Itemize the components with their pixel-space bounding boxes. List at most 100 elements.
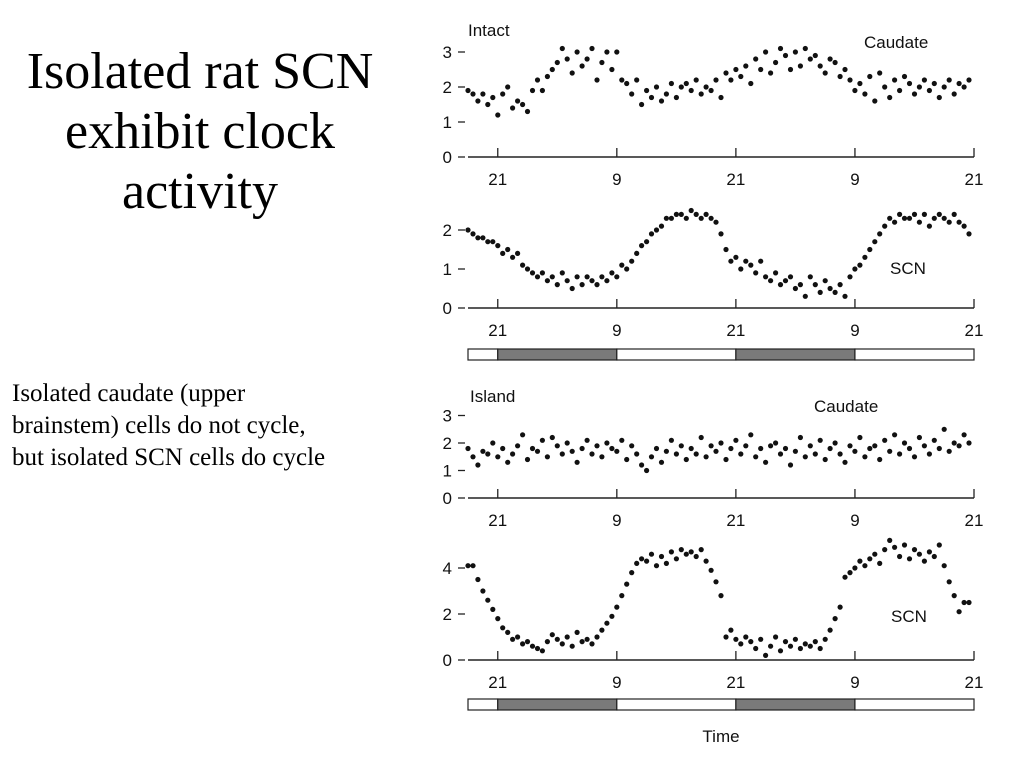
panel-2-x-tick-label: 9 [850, 321, 859, 340]
panel-3-data-point [812, 451, 818, 457]
panel-3-x-tick-label: 21 [965, 511, 984, 530]
panel-2-data-point [733, 254, 739, 260]
panel-2-data-point [693, 211, 699, 217]
panel-1-data-point [698, 91, 704, 97]
panel-3-data-point [708, 443, 714, 449]
panel-4-data-point [777, 648, 784, 654]
panel-3-data-point [748, 432, 754, 438]
panel-4-data-point [708, 567, 714, 573]
panel-2-data-point [629, 258, 635, 264]
panel-3-data-point [544, 454, 550, 460]
panel-2-data-point [941, 215, 947, 221]
panel-1-data-point [877, 70, 883, 76]
panel-1-data-point [797, 63, 803, 69]
panel-2-data-point [812, 282, 818, 288]
panel-1-data-point [718, 94, 724, 101]
panel-4-data-point [693, 553, 699, 560]
panel-3-data-point [936, 445, 942, 452]
panel-3-data-point [792, 448, 798, 454]
panel-3-data-point [882, 437, 888, 443]
panel-2-data-point [619, 262, 625, 268]
panel-2-data-point [524, 266, 531, 272]
panel-1-x-tick-label: 21 [488, 170, 507, 189]
panel-1-data-point [758, 66, 764, 73]
panel-4-data-point [614, 604, 620, 610]
panel-3-data-point [921, 443, 928, 449]
panel-1-data-point [599, 59, 605, 66]
panel-3-data-point [877, 456, 883, 463]
panel-1-data-point [951, 91, 957, 97]
panel-4-data-point [906, 556, 913, 562]
panel-2-data-point [579, 282, 585, 288]
panel-1-data-point [589, 45, 595, 52]
panel-1-data-point [539, 87, 545, 94]
panel-1-data-point [708, 87, 714, 94]
panel-3-data-point [520, 432, 526, 438]
panel-4-data-point [911, 547, 918, 553]
panel-1-data-point [738, 73, 744, 80]
panel-1-data-point [728, 77, 734, 83]
panel-2-data-point [663, 215, 669, 221]
panel-2-data-point [728, 258, 734, 264]
panel-4-x-tick-label: 21 [726, 673, 745, 692]
panel-2-data-point [678, 211, 684, 217]
panel-1-data-point [584, 56, 590, 62]
panel-3-y-tick-label: 0 [443, 489, 452, 508]
panel-1-data-point [703, 84, 709, 90]
panel-2-data-point [594, 282, 600, 288]
panel-3-data-point [901, 440, 908, 446]
panel-3-data-point [475, 462, 481, 468]
panel-4-data-point [941, 563, 947, 569]
panel-4-data-point [872, 551, 878, 557]
panel-4-y-tick-label: 0 [443, 651, 452, 670]
panel-1-data-point [644, 87, 650, 94]
panel-2-data-point [465, 227, 471, 233]
panel-4-data-point [921, 558, 928, 564]
light-dark-bar-2-dark [497, 698, 618, 711]
panel-3-data-point [569, 448, 575, 454]
slide-body-text: Isolated caudate (upper brainstem) cells… [12, 380, 326, 471]
panel-4-data-point [534, 645, 541, 652]
panel-4-data-point [877, 560, 883, 567]
panel-2-data-point [768, 278, 774, 284]
panel-2-data-point [500, 250, 506, 256]
panel-3-data-point [926, 451, 933, 457]
panel-2-data-point [495, 243, 501, 249]
panel-4-data-point [748, 639, 754, 645]
panel-4-data-point [852, 565, 858, 571]
panel-2-data-point [639, 243, 645, 249]
panel-2-data-point [753, 270, 759, 276]
panel-1-data-point [862, 91, 868, 97]
panel-3-data-point [609, 445, 615, 452]
panel-1-data-point [753, 56, 759, 62]
panel-4-data-point [882, 547, 888, 553]
panel-1-data-point [579, 63, 585, 69]
panel-3-data-point [639, 462, 645, 468]
panel-1-data-point [688, 87, 694, 94]
panel-3-data-point [743, 443, 749, 449]
panel-1-data-point [490, 94, 496, 101]
panel-4-data-point [951, 593, 957, 599]
panel-4-data-point [847, 570, 853, 576]
panel-3-data-point [648, 454, 655, 460]
panel-1-data-point [648, 94, 655, 101]
panel-4-data-point [901, 542, 908, 548]
panel-2-data-point [614, 274, 620, 280]
panel-2-x-tick-label: 21 [488, 321, 507, 340]
panel-3-data-point [634, 451, 640, 457]
panel-3-y-tick-label: 2 [443, 434, 452, 453]
panel-2-data-point [837, 282, 843, 288]
panel-1-y-tick-label: 0 [443, 148, 452, 167]
panel-2-data-point [738, 266, 744, 272]
panel-1-data-point [743, 63, 749, 69]
panel-1-data-point [748, 80, 754, 87]
panel-2-data-point [763, 274, 769, 280]
panel-4-data-point [515, 634, 521, 640]
panel-1-data-point [847, 77, 853, 83]
panel-1-data-point [946, 77, 952, 83]
panel-1-data-point [817, 63, 823, 69]
panel-3-data-point [867, 445, 873, 452]
panel-2-data-point [604, 278, 610, 284]
panel-3-data-point [698, 434, 704, 441]
panel-2-x-tick-label: 9 [612, 321, 621, 340]
